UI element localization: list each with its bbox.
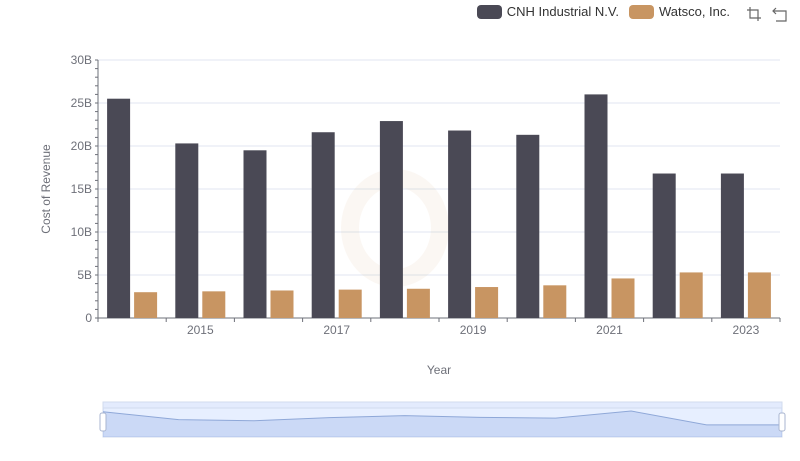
bar-watsco-2015[interactable]	[202, 291, 226, 318]
x-tick-label: 2023	[733, 323, 760, 337]
legend-label-cnh: CNH Industrial N.V.	[506, 4, 619, 19]
bar-cnh-2017[interactable]	[311, 132, 335, 318]
datazoom-drag-bar[interactable]	[102, 401, 783, 409]
bar-watsco-2022[interactable]	[679, 272, 703, 318]
x-axis-title: Year	[427, 363, 451, 377]
x-tick-label: 2015	[187, 323, 214, 337]
datazoom-handle-left[interactable]	[99, 412, 107, 432]
y-tick-label: 20B	[71, 139, 92, 153]
legend-swatch-cnh	[476, 4, 502, 19]
bar-watsco-2021[interactable]	[611, 278, 635, 318]
y-tick-label: 0	[85, 311, 92, 325]
x-tick-label: 2019	[460, 323, 487, 337]
bar-cnh-2015[interactable]	[175, 143, 199, 318]
datazoom-overview-area	[103, 411, 782, 437]
restore-icon[interactable]	[772, 6, 788, 22]
y-tick-label: 10B	[71, 225, 92, 239]
y-tick-label: 30B	[71, 53, 92, 67]
legend-item-cnh[interactable]: CNH Industrial N.V.	[476, 4, 619, 19]
bar-watsco-2017[interactable]	[338, 289, 362, 318]
datazoom-overview-line	[102, 410, 782, 426]
bar-cnh-2020[interactable]	[516, 134, 540, 318]
zoom-icon[interactable]	[746, 6, 762, 22]
y-tick-label: 5B	[77, 268, 92, 282]
bar-watsco-2016[interactable]	[270, 290, 294, 318]
y-tick-label: 25B	[71, 96, 92, 110]
bar-watsco-2014[interactable]	[134, 292, 158, 318]
legend-swatch-watsco	[628, 4, 654, 19]
bar-watsco-2020[interactable]	[543, 285, 567, 318]
bar-cnh-2019[interactable]	[448, 130, 472, 318]
toolbox	[746, 6, 788, 22]
bar-cnh-2014[interactable]	[107, 98, 131, 318]
bar-cnh-2018[interactable]	[379, 121, 403, 318]
y-tick-label: 15B	[71, 182, 92, 196]
y-axis-title: Cost of Revenue	[39, 144, 53, 234]
legend: CNH Industrial N.V. Watsco, Inc.	[476, 4, 730, 19]
bar-cnh-2021[interactable]	[584, 94, 608, 319]
bar-watsco-2019[interactable]	[475, 287, 499, 318]
legend-label-watsco: Watsco, Inc.	[658, 4, 730, 19]
bar-cnh-2023[interactable]	[720, 173, 744, 318]
legend-item-watsco[interactable]: Watsco, Inc.	[628, 4, 730, 19]
x-tick-label: 2021	[596, 323, 623, 337]
bar-watsco-2018[interactable]	[406, 288, 430, 318]
datazoom-selected-range[interactable]	[103, 407, 782, 437]
bar-cnh-2016[interactable]	[243, 150, 267, 318]
bar-watsco-2023[interactable]	[747, 272, 771, 318]
bar-cnh-2022[interactable]	[652, 173, 676, 318]
datazoom-handle-right[interactable]	[778, 412, 786, 432]
x-tick-label: 2017	[323, 323, 350, 337]
